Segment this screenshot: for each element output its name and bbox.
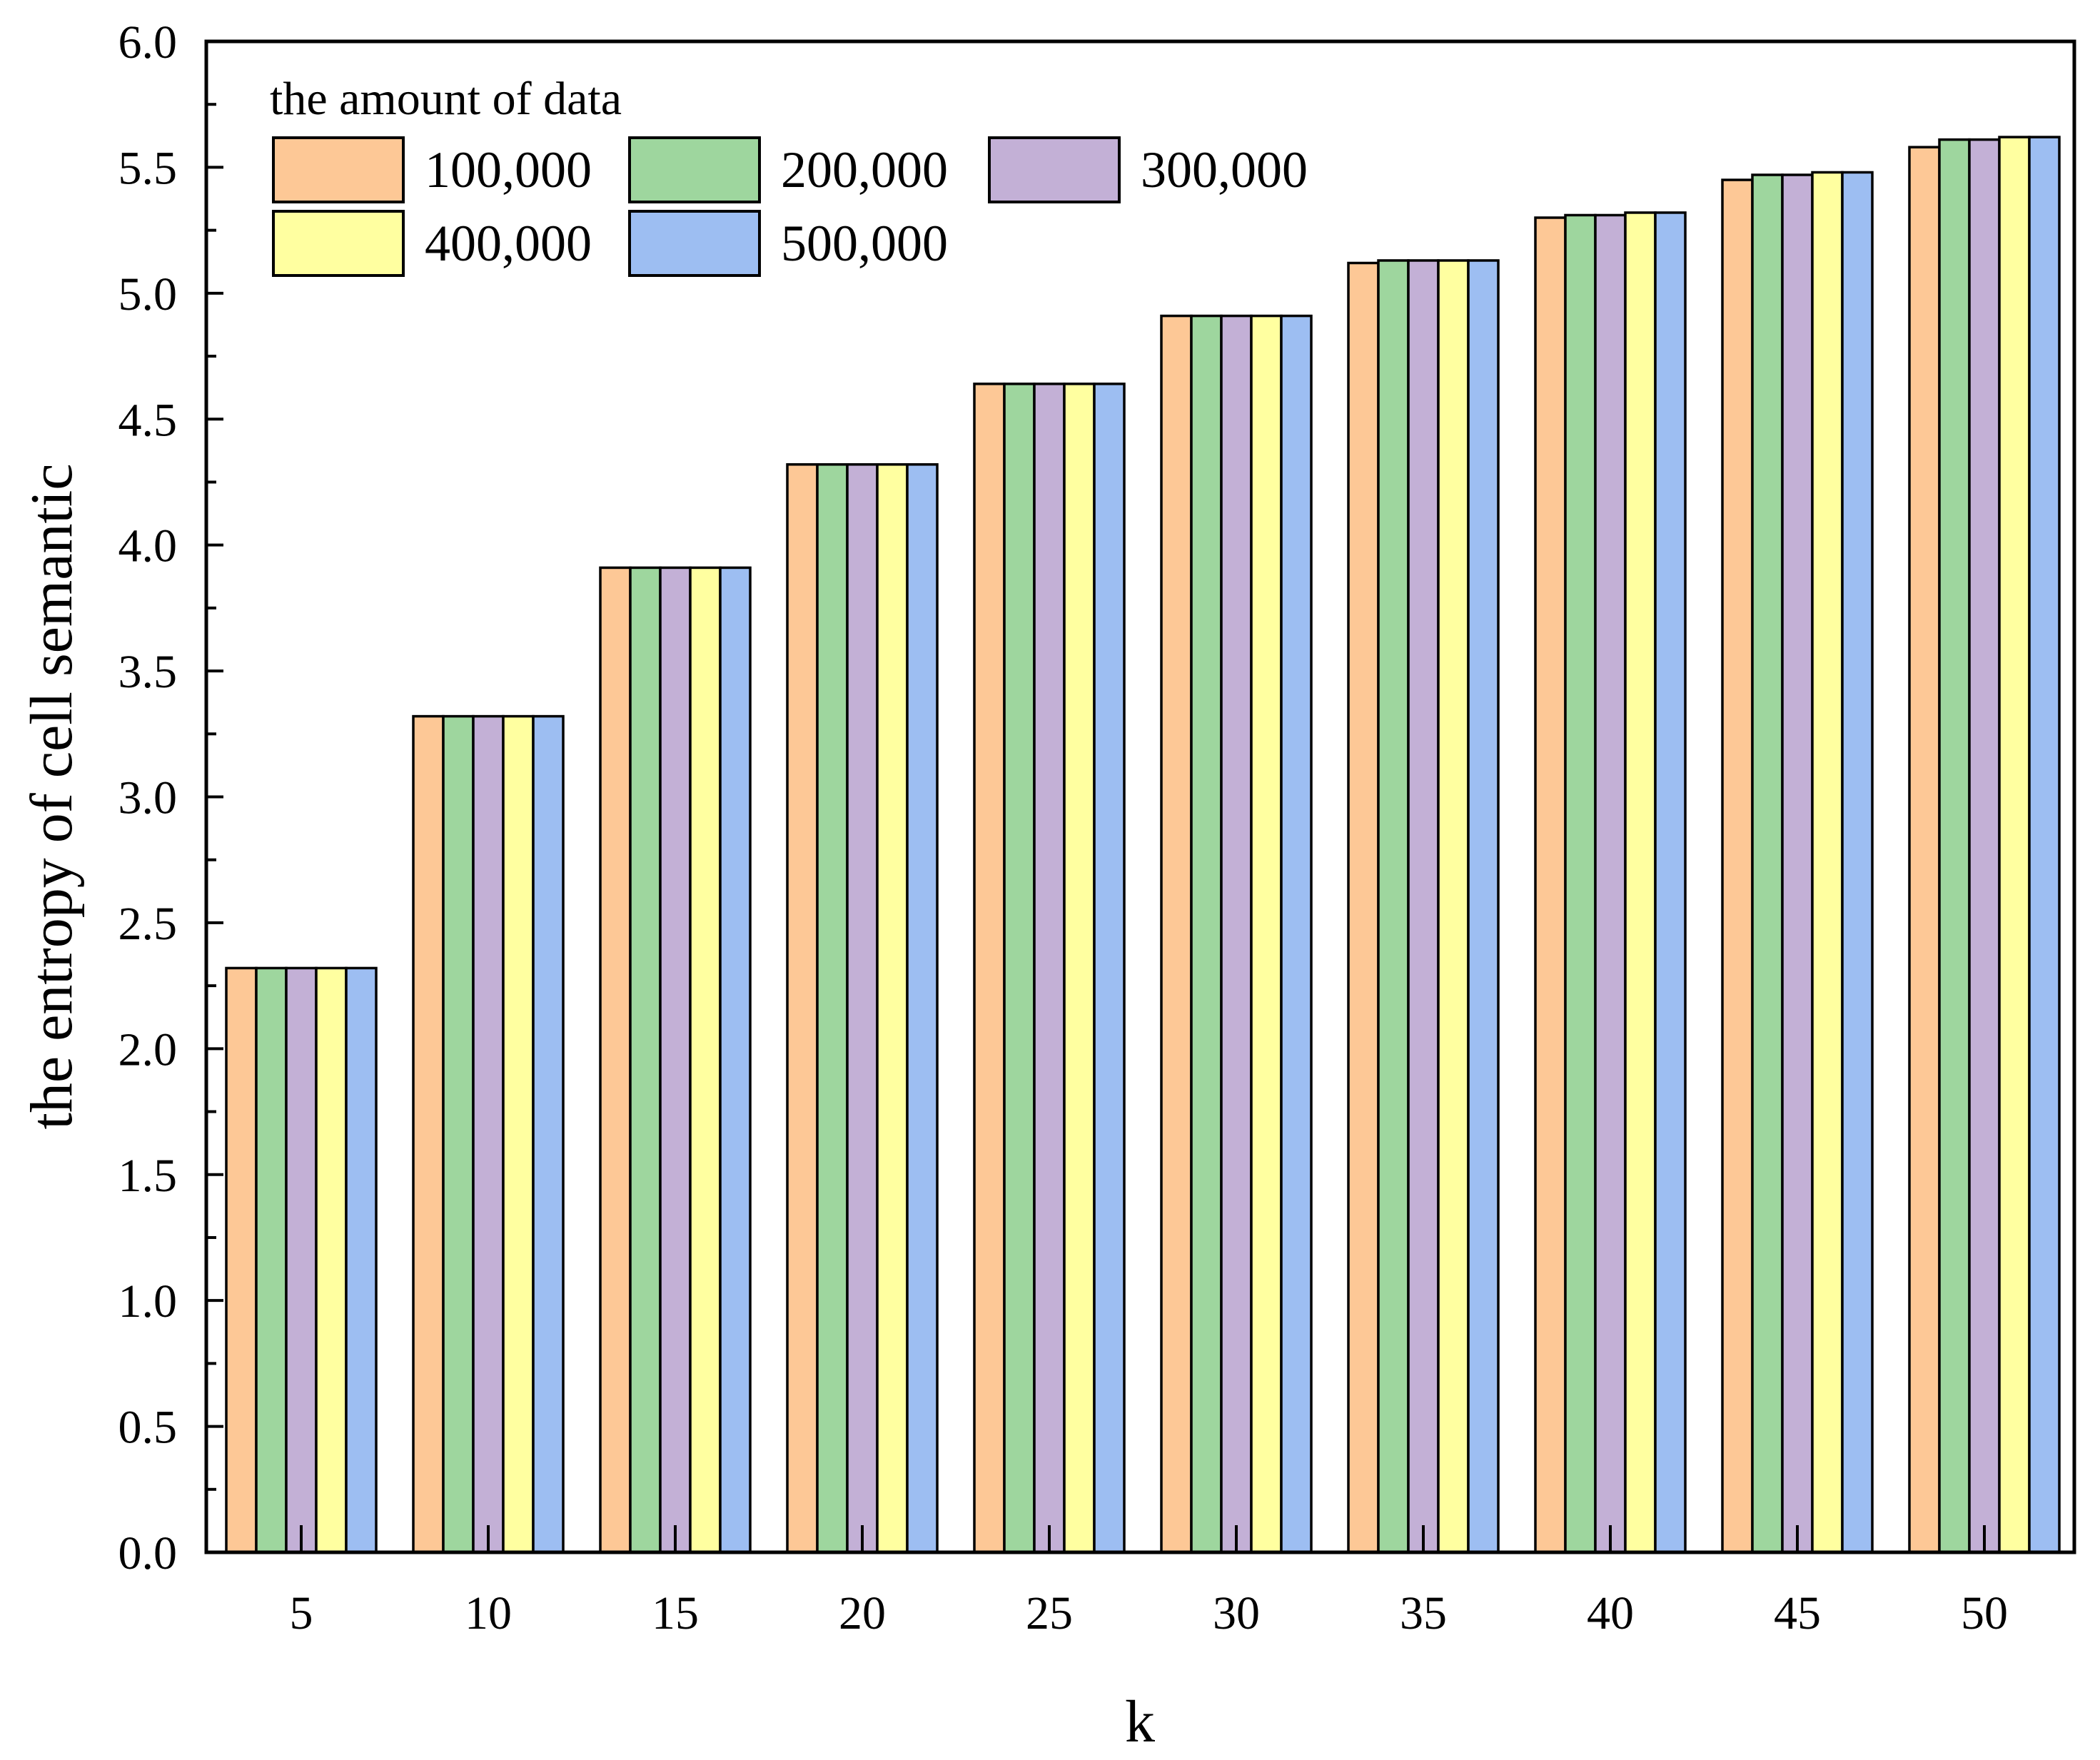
bar-10-100,000: [412, 714, 445, 1554]
bar-15-100,000: [599, 566, 632, 1554]
bar-40-400,000: [1624, 211, 1657, 1554]
bar-15-200,000: [629, 566, 662, 1554]
bar-10-500,000: [532, 714, 565, 1554]
bar-50-300,000: [1968, 138, 2001, 1554]
bar-30-300,000: [1220, 314, 1253, 1554]
x-tick-label-25: 25: [1026, 1587, 1073, 1639]
bar-50-200,000: [1938, 138, 1971, 1554]
bar-50-100,000: [1908, 146, 1941, 1554]
y-tick-label-0.0: 0.0: [118, 1527, 178, 1579]
bar-10-300,000: [472, 714, 505, 1554]
y-tick-label-2.5: 2.5: [118, 898, 178, 950]
bar-35-300,000: [1407, 259, 1440, 1554]
bar-40-500,000: [1654, 211, 1687, 1554]
bar-40-300,000: [1594, 213, 1627, 1554]
y-tick-label-4.5: 4.5: [118, 394, 178, 446]
bars-layer: [225, 136, 2061, 1554]
x-tick-label-10: 10: [465, 1587, 512, 1639]
bar-35-500,000: [1467, 259, 1500, 1554]
bar-25-200,000: [1003, 383, 1036, 1554]
x-tick-label-15: 15: [652, 1587, 699, 1639]
bar-5-400,000: [315, 966, 348, 1554]
legend-swatch-100,000: [272, 136, 405, 203]
bar-30-400,000: [1250, 314, 1283, 1554]
bar-30-500,000: [1280, 314, 1313, 1554]
bar-10-400,000: [502, 714, 535, 1554]
x-ticks: 5 10 15 20 25 30 35 40 45 50: [290, 1525, 2008, 1639]
x-tick-label-40: 40: [1587, 1587, 1634, 1639]
bar-50-500,000: [2028, 136, 2061, 1554]
bar-30-200,000: [1190, 314, 1223, 1554]
bar-25-500,000: [1093, 383, 1126, 1554]
x-axis-label: k: [1125, 1689, 1155, 1755]
bar-45-300,000: [1781, 173, 1814, 1554]
bar-25-100,000: [973, 383, 1006, 1554]
bar-20-300,000: [846, 463, 879, 1554]
bar-5-300,000: [285, 966, 318, 1554]
bar-45-200,000: [1751, 173, 1784, 1554]
legend-title: the amount of data: [270, 73, 622, 125]
bar-15-400,000: [689, 566, 722, 1554]
x-tick-label-35: 35: [1400, 1587, 1447, 1639]
bar-50-400,000: [1998, 136, 2031, 1554]
bar-10-200,000: [442, 714, 475, 1554]
bar-30-100,000: [1160, 314, 1193, 1554]
bar-35-200,000: [1377, 259, 1410, 1554]
legend-label-300,000: 300,000: [1141, 141, 1308, 198]
legend-swatch-400,000: [272, 210, 405, 277]
bar-20-400,000: [876, 463, 909, 1554]
bar-15-300,000: [659, 566, 692, 1554]
y-tick-label-1.0: 1.0: [118, 1275, 178, 1327]
y-axis-label: the entropy of cell semantic: [19, 464, 85, 1130]
bar-15-500,000: [719, 566, 752, 1554]
legend-label-200,000: 200,000: [781, 141, 948, 198]
legend-swatch-500,000: [628, 210, 761, 277]
bar-35-400,000: [1437, 259, 1470, 1554]
legend-label-400,000: 400,000: [425, 215, 592, 272]
bar-5-100,000: [225, 966, 258, 1554]
y-tick-label-5.5: 5.5: [118, 142, 178, 194]
y-tick-label-1.5: 1.5: [118, 1150, 178, 1202]
y-tick-label-4.0: 4.0: [118, 520, 178, 572]
bar-25-400,000: [1063, 383, 1096, 1554]
x-tick-label-50: 50: [1961, 1587, 2008, 1639]
bar-45-500,000: [1841, 171, 1874, 1554]
bar-40-100,000: [1534, 216, 1567, 1554]
y-tick-label-2.0: 2.0: [118, 1023, 178, 1076]
bar-20-200,000: [816, 463, 849, 1554]
x-tick-label-30: 30: [1213, 1587, 1260, 1639]
bar-5-200,000: [255, 966, 288, 1554]
legend-swatch-300,000: [988, 136, 1121, 203]
legend-label-500,000: 500,000: [781, 215, 948, 272]
bar-25-300,000: [1033, 383, 1066, 1554]
y-tick-label-3.5: 3.5: [118, 646, 178, 698]
bar-35-100,000: [1347, 261, 1380, 1554]
bar-20-100,000: [786, 463, 819, 1554]
plot-frame: [204, 39, 2076, 1554]
x-tick-label-20: 20: [839, 1587, 886, 1639]
legend[interactable]: the amount of data 100,000 200,000 300,000…: [270, 73, 1308, 277]
bar-40-200,000: [1564, 213, 1597, 1554]
y-tick-label-3.0: 3.0: [118, 772, 178, 824]
legend-label-100,000: 100,000: [425, 141, 592, 198]
y-ticks: 0.0 0.5 1.0 1.5 2.0 2.5 3.0 3.5 4.0 4.5 5.0 5.5 6.0: [118, 16, 223, 1579]
bar-20-500,000: [906, 463, 939, 1554]
y-tick-label-5.0: 5.0: [118, 268, 178, 320]
x-tick-label-45: 45: [1774, 1587, 1821, 1639]
y-tick-label-0.5: 0.5: [118, 1402, 178, 1454]
y-tick-label-6.0: 6.0: [118, 16, 178, 69]
bar-45-100,000: [1721, 178, 1754, 1554]
bar-45-400,000: [1811, 171, 1844, 1554]
legend-swatch-200,000: [628, 136, 761, 203]
x-tick-label-5: 5: [290, 1587, 313, 1639]
bar-5-500,000: [345, 966, 378, 1554]
